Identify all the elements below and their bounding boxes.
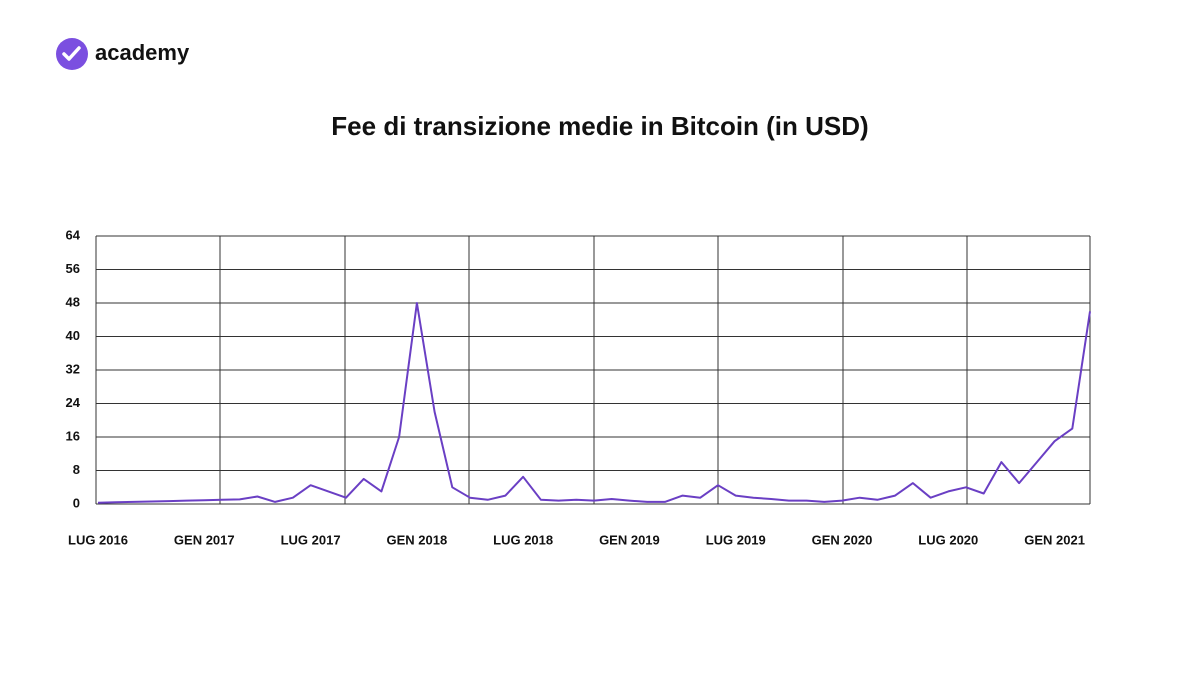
x-tick-label: LUG 2019 — [706, 532, 766, 547]
brand-name: academy — [95, 40, 190, 65]
y-tick-label: 48 — [66, 294, 80, 309]
y-tick-label: 64 — [66, 227, 81, 242]
x-tick-label: LUG 2016 — [68, 532, 128, 547]
x-tick-label: LUG 2017 — [281, 532, 341, 547]
y-tick-label: 24 — [66, 395, 81, 410]
x-tick-label: GEN 2020 — [812, 532, 873, 547]
y-tick-label: 16 — [66, 428, 80, 443]
x-tick-label: LUG 2020 — [918, 532, 978, 547]
y-tick-label: 56 — [66, 261, 80, 276]
x-tick-label: GEN 2019 — [599, 532, 660, 547]
y-tick-label: 40 — [66, 328, 80, 343]
logo: academy — [56, 38, 190, 70]
x-tick-label: GEN 2021 — [1024, 532, 1085, 547]
y-tick-label: 0 — [73, 495, 80, 510]
x-tick-label: GEN 2018 — [387, 532, 448, 547]
y-tick-label: 32 — [66, 361, 80, 376]
data-line — [97, 302, 1091, 504]
y-tick-label: 8 — [73, 462, 80, 477]
x-tick-label: LUG 2018 — [493, 532, 553, 547]
x-tick-label: GEN 2017 — [174, 532, 235, 547]
chart-title: Fee di transizione medie in Bitcoin (in … — [331, 111, 868, 141]
logo-check — [62, 46, 81, 61]
